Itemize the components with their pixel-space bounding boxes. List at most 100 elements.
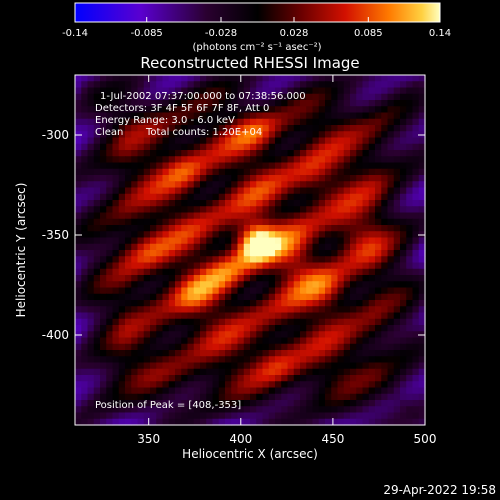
heatmap-cell: [237, 406, 245, 414]
heatmap-cell: [350, 143, 357, 151]
heatmap-cell: [193, 225, 201, 232]
heatmap-cell: [156, 312, 164, 320]
heatmap-cell: [281, 143, 289, 151]
heatmap-cell: [418, 400, 426, 407]
heatmap-cell: [412, 212, 420, 220]
heatmap-cell: [181, 181, 189, 189]
heatmap-cell: [150, 331, 157, 339]
heatmap-cell: [256, 250, 264, 257]
heatmap-cell: [406, 275, 414, 282]
heatmap-cell: [393, 187, 401, 195]
heatmap-cell: [218, 168, 226, 176]
heatmap-cell: [156, 362, 164, 370]
heatmap-cell: [275, 356, 282, 364]
heatmap-cell: [343, 262, 351, 270]
heatmap-cell: [256, 268, 264, 276]
heatmap-cell: [187, 356, 195, 364]
heatmap-cell: [362, 156, 370, 164]
heatmap-cell: [143, 368, 151, 376]
heatmap-cell: [112, 393, 120, 401]
heatmap-cell: [87, 375, 95, 382]
heatmap-cell: [343, 237, 351, 245]
heatmap-cell: [368, 112, 376, 120]
heatmap-cell: [293, 306, 301, 314]
heatmap-cell: [243, 400, 251, 407]
heatmap-cell: [125, 268, 132, 276]
heatmap-image: [75, 75, 426, 426]
heatmap-cell: [287, 250, 295, 257]
heatmap-cell: [156, 281, 164, 289]
heatmap-cell: [125, 412, 132, 420]
heatmap-cell: [287, 343, 295, 351]
heatmap-cell: [81, 331, 89, 339]
heatmap-cell: [150, 125, 157, 132]
heatmap-cell: [193, 193, 201, 201]
heatmap-cell: [306, 293, 314, 301]
heatmap-cell: [256, 300, 264, 307]
heatmap-cell: [187, 187, 195, 195]
heatmap-cell: [143, 175, 151, 182]
heatmap-cell: [175, 412, 182, 420]
heatmap-cell: [356, 400, 364, 407]
heatmap-cell: [125, 275, 132, 282]
heatmap-cell: [331, 231, 339, 239]
heatmap-cell: [406, 118, 414, 126]
heatmap-cell: [125, 206, 132, 214]
heatmap-cell: [200, 125, 207, 132]
heatmap-cell: [225, 412, 232, 420]
heatmap-cell: [168, 412, 176, 420]
heatmap-cell: [412, 318, 420, 326]
heatmap-cell: [375, 131, 382, 139]
heatmap-cell: [168, 75, 176, 82]
heatmap-cell: [231, 93, 239, 101]
heatmap-cell: [312, 412, 320, 420]
heatmap-cell: [325, 350, 332, 357]
heatmap-cell: [287, 168, 295, 176]
heatmap-cell: [275, 181, 282, 189]
heatmap-cell: [300, 150, 307, 157]
heatmap-cell: [81, 418, 89, 426]
heatmap-cell: [356, 231, 364, 239]
heatmap-cell: [175, 137, 182, 145]
heatmap-cell: [93, 81, 101, 89]
heatmap-cell: [175, 406, 182, 414]
heatmap-cell: [281, 312, 289, 320]
heatmap-cell: [412, 162, 420, 170]
heatmap-cell: [237, 275, 245, 282]
heatmap-cell: [150, 393, 157, 401]
heatmap-cell: [400, 150, 407, 157]
heatmap-cell: [200, 268, 207, 276]
annotation-counts: Total counts: 1.20E+04: [145, 127, 262, 138]
heatmap-cell: [387, 256, 395, 264]
heatmap-cell: [181, 237, 189, 245]
heatmap-cell: [268, 331, 276, 339]
heatmap-cell: [168, 193, 176, 201]
heatmap-cell: [287, 193, 295, 201]
heatmap-cell: [231, 287, 239, 295]
heatmap-cell: [137, 343, 145, 351]
colorbar-tick-label: 0.085: [354, 28, 383, 39]
heatmap-cell: [343, 418, 351, 426]
heatmap-cell: [300, 193, 307, 201]
heatmap-cell: [206, 168, 214, 176]
heatmap-cell: [150, 156, 157, 164]
heatmap-cell: [412, 343, 420, 351]
heatmap-cell: [362, 406, 370, 414]
heatmap-cell: [275, 168, 282, 176]
heatmap-cell: [118, 81, 126, 89]
heatmap-cell: [243, 106, 251, 114]
heatmap-cell: [393, 406, 401, 414]
heatmap-cell: [206, 81, 214, 89]
heatmap-cell: [75, 225, 82, 232]
heatmap-cell: [162, 418, 170, 426]
heatmap-cell: [275, 75, 282, 82]
heatmap-cell: [175, 268, 182, 276]
heatmap-cell: [368, 418, 376, 426]
heatmap-cell: [287, 275, 295, 282]
heatmap-cell: [118, 312, 126, 320]
heatmap-cell: [212, 156, 220, 164]
heatmap-cell: [75, 293, 82, 301]
heatmap-cell: [256, 406, 264, 414]
heatmap-cell: [87, 400, 95, 407]
heatmap-cell: [268, 275, 276, 282]
